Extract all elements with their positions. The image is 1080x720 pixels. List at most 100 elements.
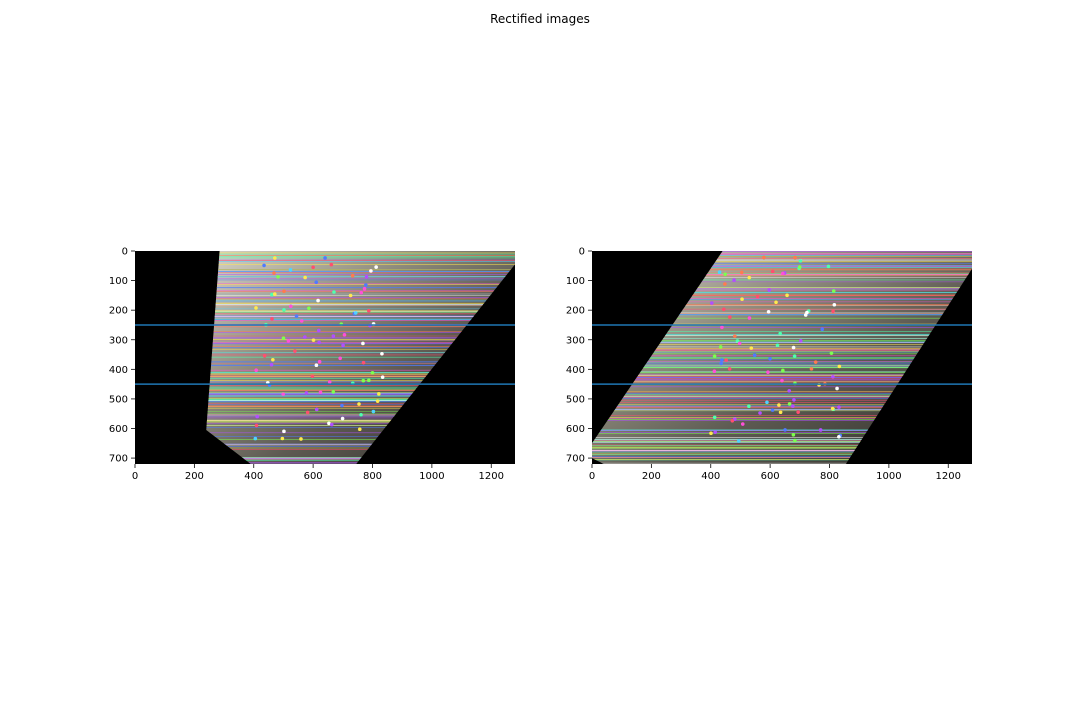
- keypoint: [366, 308, 371, 313]
- keypoint: [735, 339, 740, 343]
- keypoint: [317, 340, 321, 345]
- keypoint: [280, 436, 285, 441]
- right-panel: 0 200 400 600 800 1000 1200 0 100 200 300 400 500 600…: [566, 247, 972, 482]
- keypoint: [737, 341, 742, 346]
- keypoint: [717, 270, 722, 274]
- keypoint: [380, 375, 385, 379]
- keypoint: [323, 256, 327, 260]
- keypoint: [783, 428, 787, 432]
- keypoint: [288, 304, 293, 309]
- keypoint: [720, 358, 724, 362]
- keypoint: [826, 264, 831, 269]
- y-tick-label: 500: [109, 394, 128, 405]
- x-tick-label: 600: [304, 471, 323, 482]
- keypoint: [732, 278, 736, 282]
- keypoint: [830, 406, 835, 411]
- keypoint: [293, 349, 297, 353]
- keypoint: [371, 409, 376, 414]
- y-tick-label: 600: [109, 424, 128, 435]
- x-tick-label: 800: [820, 471, 839, 482]
- keypoint: [282, 289, 286, 294]
- keypoint: [338, 356, 342, 361]
- keypoint: [713, 430, 718, 434]
- keypoint: [262, 263, 266, 268]
- x-tick-label: 1000: [876, 471, 901, 482]
- keypoint: [835, 386, 839, 391]
- keypoint: [341, 343, 345, 348]
- keypoint: [303, 335, 307, 339]
- keypoint: [350, 273, 355, 278]
- keypoint: [299, 437, 303, 441]
- keypoint: [369, 269, 373, 273]
- keypoint: [709, 431, 713, 436]
- keypoint: [299, 319, 304, 323]
- keypoint: [314, 363, 319, 367]
- keypoint: [255, 414, 260, 419]
- keypoint: [359, 290, 364, 295]
- keypoint: [730, 419, 735, 423]
- keypoint: [791, 404, 795, 408]
- keypoint: [362, 286, 367, 291]
- keypoint: [712, 415, 717, 420]
- keypoint: [375, 399, 380, 403]
- keypoint: [736, 439, 741, 443]
- keypoint: [380, 351, 384, 356]
- keypoint: [758, 411, 762, 415]
- y-tick-label: 0: [122, 247, 128, 258]
- keypoint: [755, 294, 760, 299]
- keypoint: [792, 398, 796, 402]
- keypoint: [370, 370, 375, 375]
- keypoint: [831, 309, 835, 314]
- keypoint: [332, 290, 336, 294]
- x-tick-label: 0: [589, 471, 595, 482]
- keypoint: [791, 433, 796, 437]
- keypoint: [775, 343, 780, 348]
- keypoint: [762, 255, 766, 260]
- keypoint: [276, 275, 280, 279]
- keypoint: [813, 360, 818, 364]
- x-tick-label: 0: [132, 471, 138, 482]
- keypoint: [723, 282, 727, 286]
- keypoint: [272, 271, 276, 275]
- keypoint: [728, 315, 732, 319]
- keypoint: [747, 275, 752, 280]
- keypoint: [720, 325, 724, 330]
- keypoint: [377, 392, 381, 396]
- x-tick-label: 1200: [936, 471, 961, 482]
- keypoint: [270, 292, 274, 297]
- keypoint: [712, 354, 717, 358]
- keypoint: [311, 265, 315, 270]
- keypoint: [749, 346, 754, 350]
- keypoint: [739, 270, 744, 275]
- keypoint: [310, 374, 315, 378]
- x-tick-label: 1000: [419, 471, 444, 482]
- keypoint: [719, 361, 723, 366]
- keypoint: [785, 293, 789, 298]
- keypoint: [740, 422, 745, 426]
- keypoint: [254, 368, 258, 373]
- keypoint: [752, 353, 757, 357]
- keypoint: [787, 402, 792, 406]
- keypoint: [766, 309, 771, 314]
- keypoint: [361, 360, 366, 365]
- keypoint: [374, 265, 378, 269]
- keypoint: [798, 259, 803, 263]
- keypoint: [348, 293, 353, 298]
- keypoint: [318, 390, 323, 394]
- keypoint: [723, 272, 727, 277]
- keypoint: [304, 391, 309, 395]
- x-tick-label: 200: [642, 471, 661, 482]
- figure-title: Rectified images: [490, 12, 590, 26]
- keypoint: [317, 359, 322, 364]
- keypoint: [747, 404, 751, 409]
- keypoint: [253, 436, 258, 441]
- keypoint: [262, 353, 267, 358]
- y-tick-label: 700: [566, 454, 585, 465]
- keypoint: [357, 402, 361, 406]
- keypoint: [269, 362, 274, 367]
- keypoint: [803, 313, 808, 317]
- y-tick-label: 400: [109, 365, 128, 376]
- keypoint: [778, 410, 783, 415]
- keypoint: [361, 341, 365, 346]
